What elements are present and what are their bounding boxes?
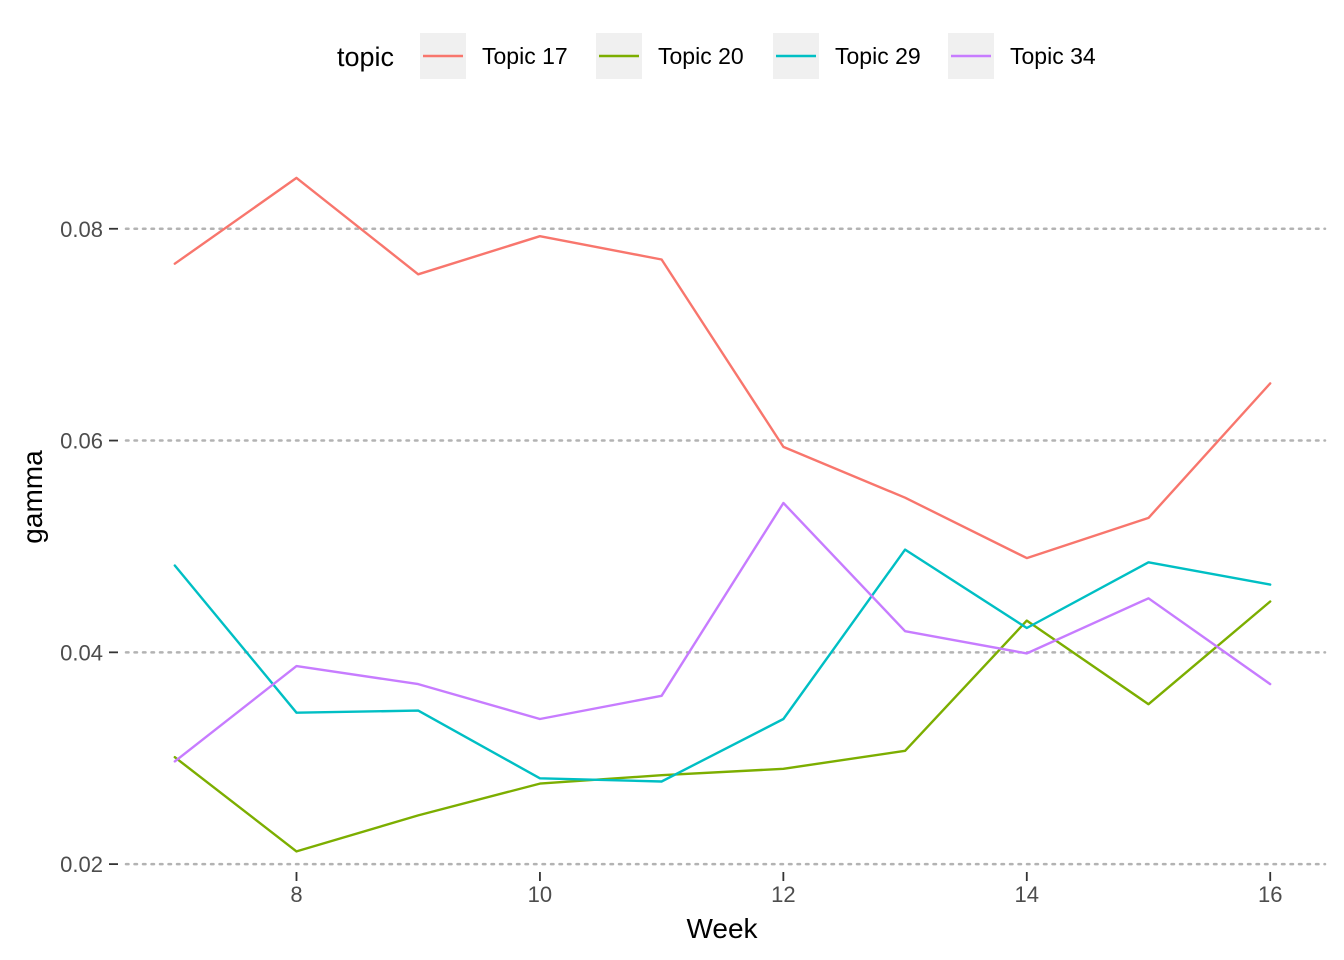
x-tick-label: 14 bbox=[1015, 882, 1039, 907]
axis-layer: 0.02 0.04 0.06 0.08 8 10 12 14 16 bbox=[60, 217, 1282, 907]
x-tick-label: 16 bbox=[1258, 882, 1282, 907]
x-tick-label: 10 bbox=[528, 882, 552, 907]
x-tick-label: 8 bbox=[290, 882, 302, 907]
x-tick-label: 12 bbox=[771, 882, 795, 907]
grid-layer bbox=[124, 227, 1327, 866]
legend-label-topic-20: Topic 20 bbox=[658, 43, 744, 69]
y-axis-title: gamma bbox=[17, 450, 48, 544]
legend-label-topic-34: Topic 34 bbox=[1010, 43, 1096, 69]
legend: topic Topic 17 Topic 20 Topic 29 Topic 34 bbox=[337, 33, 1096, 79]
x-axis-title: Week bbox=[686, 913, 758, 944]
legend-label-topic-17: Topic 17 bbox=[482, 43, 568, 69]
series-line-topic-29 bbox=[173, 548, 1272, 783]
y-tick-label: 0.06 bbox=[60, 429, 103, 454]
y-tick-label: 0.08 bbox=[60, 217, 103, 242]
legend-title: topic bbox=[337, 42, 394, 72]
series-line-topic-17 bbox=[173, 176, 1272, 560]
legend-label-topic-29: Topic 29 bbox=[835, 43, 921, 69]
series-line-topic-20 bbox=[173, 600, 1272, 853]
series-line-topic-34 bbox=[173, 501, 1272, 763]
y-tick-label: 0.02 bbox=[60, 852, 103, 877]
y-tick-label: 0.04 bbox=[60, 640, 103, 665]
series-layer bbox=[173, 176, 1272, 853]
